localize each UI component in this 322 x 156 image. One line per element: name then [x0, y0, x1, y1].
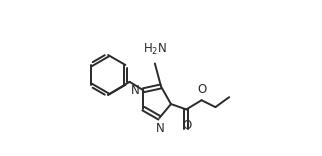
- Text: $\mathrm{H_2N}$: $\mathrm{H_2N}$: [143, 42, 167, 57]
- Text: O: O: [183, 119, 192, 132]
- Text: O: O: [198, 83, 207, 96]
- Text: N: N: [156, 122, 165, 135]
- Text: N: N: [131, 84, 140, 97]
